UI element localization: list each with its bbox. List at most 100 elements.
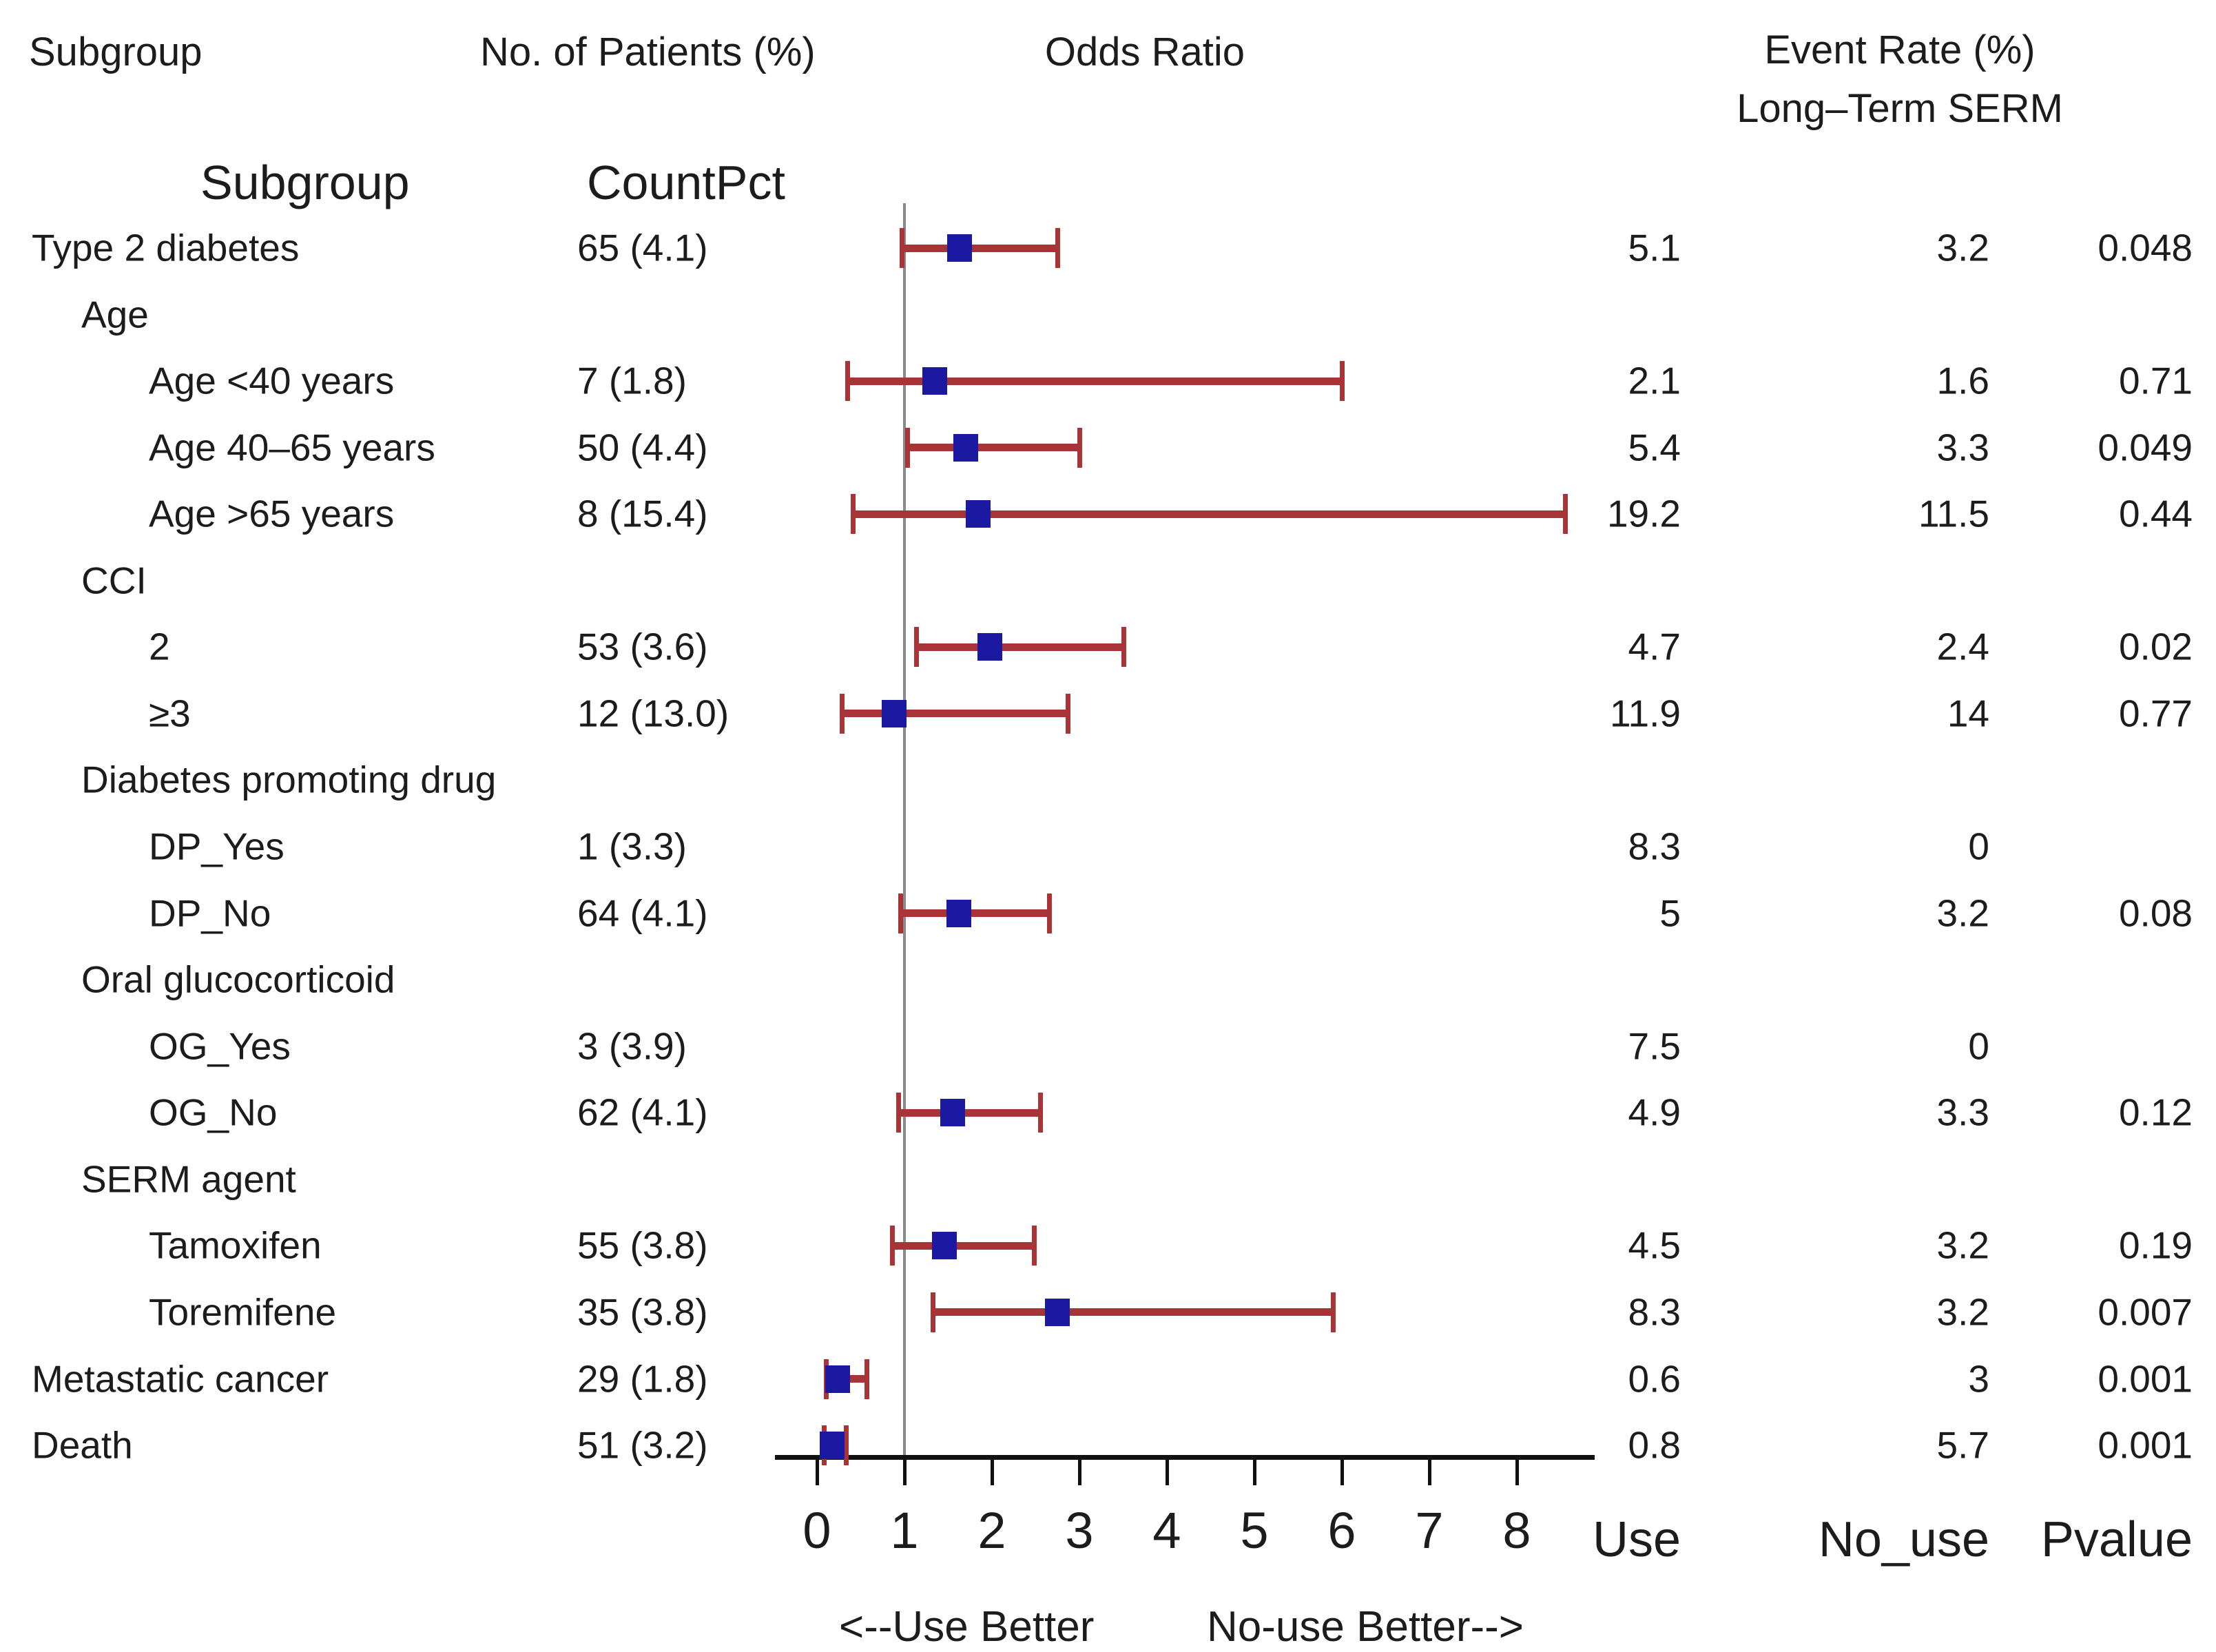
use-value: 7.5 (1628, 1024, 1681, 1068)
use-value: 5.4 (1628, 426, 1681, 469)
row-count: 65 (4.1) (577, 226, 708, 269)
nouse-value: 0 (1968, 825, 1989, 868)
row-label: CCI (81, 559, 147, 602)
use-value: 0.8 (1628, 1423, 1681, 1467)
ci-cap-right (1121, 627, 1126, 668)
row-count: 64 (4.1) (577, 891, 708, 935)
pvalue-value: 0.049 (2098, 426, 2193, 469)
ci-bar (932, 1308, 1334, 1317)
x-tick (815, 1455, 819, 1485)
row-count: 12 (13.0) (577, 692, 729, 735)
x-tick-label: 6 (1327, 1502, 1356, 1559)
row-label: DP_No (149, 891, 271, 935)
nouse-value: 5.7 (1936, 1423, 1989, 1467)
row-label: Toremifene (149, 1290, 337, 1334)
or-marker (1045, 1298, 1070, 1326)
row-count: 55 (3.8) (577, 1223, 708, 1267)
reference-line (903, 203, 906, 1455)
pvalue-value: 0.001 (2098, 1357, 2193, 1401)
row-label: SERM agent (81, 1157, 296, 1201)
note-nouse-better: No-use Better--> (1207, 1603, 1524, 1651)
nouse-value: 0 (1968, 1024, 1989, 1068)
ci-bar (853, 510, 1565, 518)
nouse-value: 3.2 (1936, 891, 1989, 935)
nouse-value: 3.3 (1936, 1091, 1989, 1134)
pvalue-value: 0.08 (2118, 891, 2193, 935)
use-value: 0.6 (1628, 1357, 1681, 1401)
row-count: 62 (4.1) (577, 1091, 708, 1134)
ci-cap-left (898, 893, 903, 933)
x-tick (1165, 1455, 1169, 1485)
x-axis (775, 1455, 1595, 1460)
ci-cap-left (913, 627, 919, 668)
nouse-value: 2.4 (1936, 625, 1989, 668)
nouse-value: 3.2 (1936, 1223, 1989, 1267)
ci-cap-left (839, 693, 845, 734)
ci-cap-left (904, 427, 910, 468)
ci-cap-right (1077, 427, 1082, 468)
ci-cap-right (1066, 693, 1071, 734)
row-count: 29 (1.8) (577, 1357, 708, 1401)
footer-pvalue-label: Pvalue (2040, 1512, 2193, 1567)
pvalue-value: 0.44 (2118, 492, 2193, 535)
use-value: 2.1 (1628, 359, 1681, 402)
ci-cap-right (1562, 494, 1568, 535)
x-tick (1340, 1455, 1344, 1485)
subheader-subgroup: Subgroup (200, 156, 410, 209)
row-label: ≥3 (149, 692, 191, 735)
or-marker (946, 899, 971, 927)
nouse-value: 11.5 (1918, 492, 1989, 535)
ci-cap-left (890, 1226, 895, 1266)
or-marker (819, 1432, 845, 1460)
pvalue-value: 0.02 (2118, 625, 2193, 668)
x-tick-label: 5 (1240, 1502, 1269, 1559)
ci-bar (900, 909, 1049, 918)
row-count: 50 (4.4) (577, 426, 708, 469)
use-value: 4.7 (1628, 625, 1681, 668)
x-tick (990, 1455, 994, 1485)
row-label: Age >65 years (149, 492, 395, 535)
row-count: 53 (3.6) (577, 625, 708, 668)
ci-cap-left (845, 361, 851, 402)
ci-cap-right (1046, 893, 1052, 933)
use-value: 11.9 (1610, 692, 1681, 735)
ci-bar (902, 244, 1058, 252)
use-value: 5.1 (1628, 226, 1681, 269)
pvalue-value: 0.007 (2098, 1290, 2193, 1334)
nouse-value: 1.6 (1936, 359, 1989, 402)
row-label: Death (32, 1423, 133, 1467)
header-odds-ratio: Odds Ratio (1044, 30, 1245, 74)
footer-nouse-label: No_use (1818, 1512, 1989, 1567)
pvalue-value: 0.77 (2118, 692, 2193, 735)
row-label: Oral glucocorticoid (81, 958, 395, 1001)
or-marker (953, 433, 978, 462)
x-tick-label: 4 (1152, 1502, 1181, 1559)
subheader-countpct: CountPct (587, 156, 785, 209)
use-value: 4.9 (1628, 1091, 1681, 1134)
ci-bar (841, 710, 1068, 718)
row-count: 3 (3.9) (577, 1024, 687, 1068)
nouse-value: 3.2 (1936, 1290, 1989, 1334)
row-count: 51 (3.2) (577, 1423, 708, 1467)
row-label: Tamoxifen (149, 1223, 322, 1267)
x-tick-label: 2 (977, 1502, 1006, 1559)
x-tick-label: 0 (802, 1502, 831, 1559)
ci-bar (847, 377, 1342, 385)
pvalue-value: 0.19 (2118, 1223, 2193, 1267)
row-label: Age (81, 293, 149, 336)
ci-cap-right (843, 1425, 849, 1466)
nouse-value: 14 (1947, 692, 1989, 735)
x-tick-label: 7 (1415, 1502, 1444, 1559)
header-patients: No. of Patients (%) (480, 30, 816, 74)
row-label: 2 (149, 625, 170, 668)
header-event-rate: Event Rate (%) (1764, 28, 2036, 72)
x-tick-label: 1 (890, 1502, 919, 1559)
header-subgroup: Subgroup (29, 30, 203, 74)
ci-cap-right (1331, 1292, 1336, 1332)
ci-cap-left (900, 228, 905, 268)
or-marker (881, 699, 907, 727)
row-label: Age 40–65 years (149, 426, 435, 469)
header-long-term-serm: Long–Term SERM (1737, 86, 2063, 131)
or-marker (922, 367, 948, 395)
